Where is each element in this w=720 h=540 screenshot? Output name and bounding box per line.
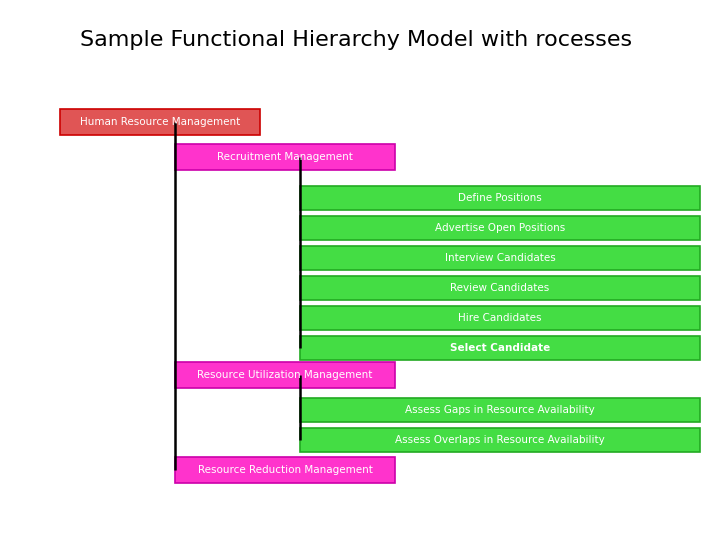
FancyBboxPatch shape — [175, 362, 395, 388]
FancyBboxPatch shape — [300, 428, 700, 452]
Text: Hire Candidates: Hire Candidates — [458, 313, 541, 323]
FancyBboxPatch shape — [175, 457, 395, 483]
FancyBboxPatch shape — [300, 186, 700, 210]
FancyBboxPatch shape — [60, 109, 260, 135]
Text: Human Resource Management: Human Resource Management — [80, 117, 240, 127]
FancyBboxPatch shape — [300, 246, 700, 270]
FancyBboxPatch shape — [300, 216, 700, 240]
FancyBboxPatch shape — [300, 336, 700, 360]
Text: Resource Utilization Management: Resource Utilization Management — [197, 370, 373, 380]
Text: Assess Gaps in Resource Availability: Assess Gaps in Resource Availability — [405, 405, 595, 415]
Text: Sample Functional Hierarchy Model with rocesses: Sample Functional Hierarchy Model with r… — [80, 30, 632, 50]
FancyBboxPatch shape — [300, 276, 700, 300]
Text: Select Candidate: Select Candidate — [450, 343, 550, 353]
Text: Define Positions: Define Positions — [458, 193, 542, 203]
Text: Interview Candidates: Interview Candidates — [445, 253, 555, 263]
Text: Advertise Open Positions: Advertise Open Positions — [435, 223, 565, 233]
Text: Review Candidates: Review Candidates — [451, 283, 549, 293]
Text: Recruitment Management: Recruitment Management — [217, 152, 353, 162]
FancyBboxPatch shape — [175, 144, 395, 170]
FancyBboxPatch shape — [300, 398, 700, 422]
FancyBboxPatch shape — [300, 306, 700, 330]
Text: Resource Reduction Management: Resource Reduction Management — [197, 465, 372, 475]
Text: Assess Overlaps in Resource Availability: Assess Overlaps in Resource Availability — [395, 435, 605, 445]
